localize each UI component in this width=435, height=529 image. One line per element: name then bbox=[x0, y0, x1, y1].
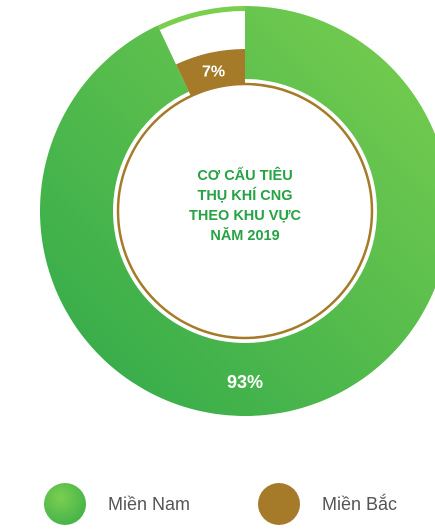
data-label-mien-bac: 7% bbox=[202, 63, 225, 80]
legend-swatch-mien-nam bbox=[44, 483, 86, 525]
gap-outline-arc bbox=[157, 6, 245, 31]
donut-chart: CƠ CẤU TIÊU THỤ KHÍ CNG THEO KHU VỰC NĂM… bbox=[40, 6, 435, 416]
chart-title-line-4: NĂM 2019 bbox=[210, 227, 279, 244]
legend-label-mien-bac: Miền Bắc bbox=[322, 493, 398, 514]
legend-swatch-mien-bac bbox=[258, 483, 300, 525]
inner-ring bbox=[116, 82, 374, 340]
chart-title-line-1: CƠ CẤU TIÊU bbox=[197, 166, 292, 184]
legend-label-mien-nam: Miền Nam bbox=[108, 493, 191, 514]
chart-title-line-3: THEO KHU VỰC bbox=[189, 208, 301, 224]
chart-legend: Miền Nam Miền Bắc bbox=[0, 482, 435, 526]
chart-title-line-2: THỤ KHÍ CNG bbox=[197, 187, 292, 204]
legend-item-mien-nam: Miền Nam bbox=[44, 482, 190, 526]
slice-mien-nam bbox=[40, 6, 435, 416]
legend-item-mien-bac: Miền Bắc bbox=[258, 482, 397, 526]
data-label-mien-nam: 93% bbox=[227, 372, 263, 392]
